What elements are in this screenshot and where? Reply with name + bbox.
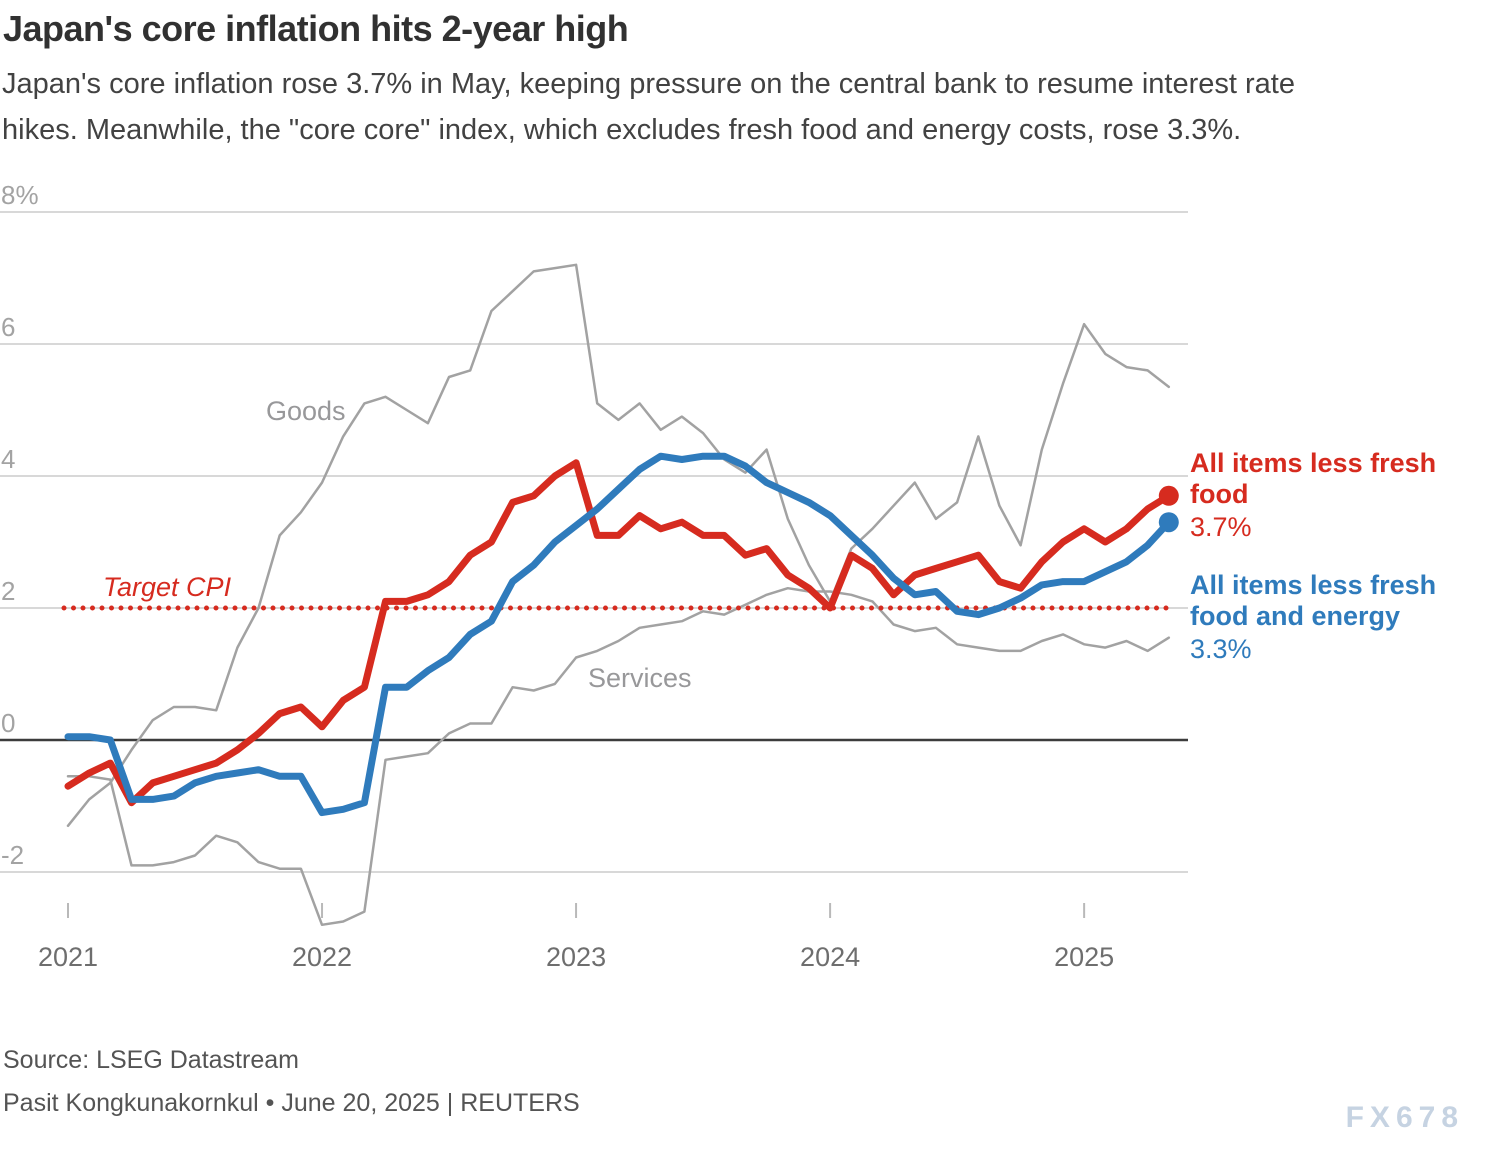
watermark: FX678 <box>1345 1101 1464 1134</box>
page-title: Japan's core inflation hits 2-year high <box>3 8 629 49</box>
series-line-all-items-less-fresh-food <box>64 459 1173 807</box>
end-dot-all-items-less-fresh-food <box>1158 485 1179 506</box>
x-axis-label: 2022 <box>292 942 352 972</box>
subtitle-line-2: hikes. Meanwhile, the "core core" index,… <box>2 114 1242 146</box>
legend-entry-core-core-cpi: All items less fresh food and energy 3.3… <box>1190 570 1490 665</box>
y-axis-label: -2 <box>1 840 24 870</box>
series-line-goods <box>66 263 1171 828</box>
y-axis-label: 4 <box>1 444 15 474</box>
legend-label-core-cpi: All items less fresh food <box>1190 448 1437 509</box>
target-cpi-label: Target CPI <box>103 572 232 602</box>
services-series-label: Services <box>588 663 692 693</box>
subtitle-line-1: Japan's core inflation rose 3.7% in May,… <box>2 68 1295 100</box>
y-axis-label: 2 <box>1 576 15 606</box>
legend-entry-core-cpi: All items less fresh food 3.7% <box>1190 448 1490 543</box>
x-axis-label: 2024 <box>800 942 860 972</box>
x-axis-label: 2021 <box>38 942 98 972</box>
y-axis-label: 8% <box>1 180 39 210</box>
legend-value-core-core-cpi: 3.3% <box>1190 634 1252 664</box>
y-axis-label: 6 <box>1 312 15 342</box>
series-line-services <box>66 586 1171 927</box>
byline: Pasit Kongkunakornkul • June 20, 2025 | … <box>3 1089 580 1117</box>
legend-label-core-core-cpi: All items less fresh food and energy <box>1190 570 1437 631</box>
goods-series-label: Goods <box>266 396 346 426</box>
x-axis-label: 2025 <box>1054 942 1114 972</box>
legend: All items less fresh food 3.7% All items… <box>1190 448 1490 665</box>
legend-value-core-cpi: 3.7% <box>1190 512 1252 542</box>
end-dot-all-items-less-fresh-food-and-energy <box>1158 512 1179 533</box>
series-line-all-items-less-fresh-food-and-energy <box>64 452 1173 817</box>
source-credit: Source: LSEG Datastream <box>3 1046 299 1074</box>
y-axis-label: 0 <box>1 708 15 738</box>
x-axis-label: 2023 <box>546 942 606 972</box>
